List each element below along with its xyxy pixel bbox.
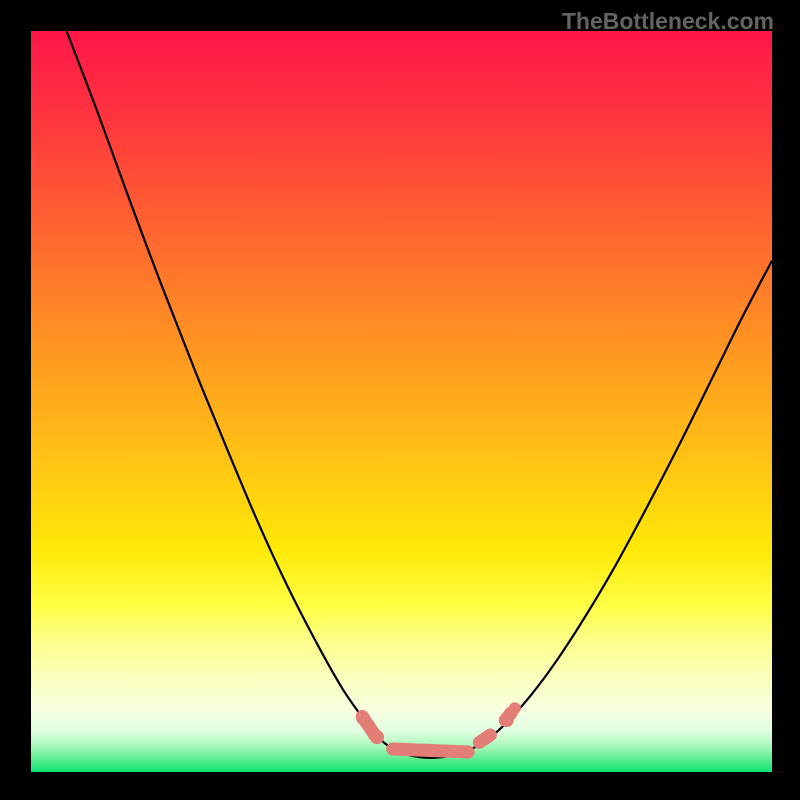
watermark-text: TheBottleneck.com: [562, 8, 774, 35]
highlight-dot: [509, 702, 521, 714]
highlight-dot: [500, 713, 514, 727]
highlight-segment: [393, 749, 469, 752]
highlight-dot: [356, 711, 370, 725]
highlight-dot: [370, 730, 384, 744]
chart-frame: TheBottleneck.com: [0, 0, 800, 800]
bottleneck-chart: [0, 0, 800, 800]
highlight-segment: [479, 735, 490, 742]
plot-background: [31, 31, 772, 772]
